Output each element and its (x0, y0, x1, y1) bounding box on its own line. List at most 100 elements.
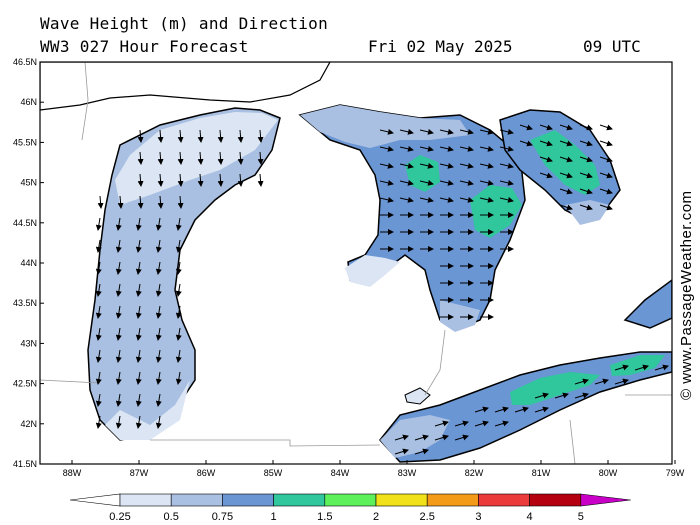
direction-arrows (95, 124, 669, 455)
wave-direction-arrow (379, 128, 394, 135)
lon-label: 80W (599, 468, 618, 478)
wave-direction-arrow (135, 371, 142, 385)
borders (40, 62, 672, 464)
lon-label: 82W (465, 468, 484, 478)
legend-swatch (119, 493, 172, 507)
wave-direction-arrow (574, 378, 589, 385)
lat-label: 45N (20, 178, 37, 188)
wave-direction-arrow (155, 239, 162, 253)
wave-direction-arrow (654, 364, 669, 371)
wave-direction-arrow (614, 378, 629, 385)
wave-direction-arrow (439, 196, 454, 203)
wave-direction-arrow (499, 145, 514, 152)
color-legend: 0.25 0.5 0.75 1 1.5 2 2.5 3 4 5 (69, 493, 631, 523)
lat-label: 42.5N (13, 379, 37, 389)
wave-direction-arrow (217, 151, 224, 165)
wave-direction-arrow (439, 162, 454, 169)
legend-label: 2 (373, 511, 379, 523)
wave-direction-arrow (115, 261, 122, 275)
credit-text: © www.PassageWeather.com (678, 190, 695, 400)
wave-direction-arrow (599, 156, 613, 163)
wave-direction-arrow (257, 151, 264, 165)
wave-direction-arrow (115, 415, 122, 429)
wave-direction-arrow (175, 305, 182, 319)
wave-direction-arrow (579, 140, 593, 147)
wave-direction-arrow (115, 239, 122, 253)
legend-arrow-high (580, 493, 631, 507)
wave-direction-arrow (135, 283, 142, 297)
wave-direction-arrow (197, 173, 204, 187)
legend-swatch (375, 493, 428, 507)
wave-direction-arrow (115, 283, 122, 297)
wave-direction-arrow (599, 204, 613, 211)
wave-direction-arrow (539, 140, 553, 147)
wave-direction-arrow (599, 188, 613, 195)
lake-st-clair (404, 387, 431, 405)
wave-direction-arrow (115, 371, 122, 385)
wave-direction-arrow (117, 195, 124, 209)
forecast-date: Fri 02 May 2025 (368, 37, 513, 56)
lat-label: 46N (20, 97, 37, 107)
wave-direction-arrow (399, 128, 414, 135)
wave-direction-arrow (95, 415, 102, 429)
wave-direction-arrow (459, 179, 474, 186)
wave-direction-arrow (559, 156, 573, 163)
wave-direction-arrow (177, 151, 184, 165)
wave-direction-arrow (494, 420, 509, 427)
lat-label: 44N (20, 258, 37, 268)
wave-direction-arrow (197, 151, 204, 165)
wave-direction-arrow (115, 393, 122, 407)
wave-direction-arrow (175, 371, 182, 385)
wave-direction-arrow (237, 151, 244, 165)
wave-direction-arrow (479, 145, 494, 152)
wave-direction-arrow (559, 172, 573, 179)
wave-direction-arrow (499, 162, 514, 169)
wave-direction-arrow (474, 406, 489, 413)
wave-direction-arrow (414, 434, 429, 441)
lat-label: 45.5N (13, 137, 37, 147)
wave-direction-arrow (454, 420, 469, 427)
wave-direction-arrow (95, 371, 102, 385)
legend-swatch (426, 493, 479, 507)
wave-direction-arrow (177, 195, 184, 209)
legend-swatch (478, 493, 530, 507)
legend-label: 0.25 (109, 511, 130, 523)
wave-direction-arrow (399, 196, 414, 203)
lat-label: 46.5N (13, 57, 37, 67)
wave-direction-arrow (137, 173, 144, 187)
wave-direction-arrow (95, 393, 102, 407)
wave-direction-arrow (379, 179, 394, 186)
wave-direction-arrow (95, 217, 102, 231)
lat-label: 43N (20, 338, 37, 348)
wave-direction-arrow (599, 172, 613, 179)
wave-direction-arrow (474, 420, 489, 427)
wave-direction-arrow (95, 349, 102, 363)
lat-label: 44.5N (13, 218, 37, 228)
wave-direction-arrow (135, 393, 142, 407)
wave-direction-arrow (197, 129, 204, 143)
wave-direction-arrow (137, 151, 144, 165)
wave-direction-arrow (155, 349, 162, 363)
wave-direction-arrow (499, 128, 514, 135)
wave-direction-arrow (394, 448, 409, 455)
wave-direction-arrow (419, 196, 434, 203)
wave-direction-arrow (439, 179, 454, 186)
wave-direction-arrow (115, 305, 122, 319)
wave-direction-arrow (494, 406, 509, 413)
wave-direction-arrow (519, 140, 533, 147)
lon-label: 88W (63, 468, 82, 478)
wave-direction-arrow (155, 393, 162, 407)
wave-direction-arrow (137, 195, 144, 209)
wave-direction-arrow (155, 217, 162, 231)
legend-label: 1 (271, 511, 277, 523)
lat-label: 43.5N (13, 298, 37, 308)
legend-swatch (324, 493, 377, 507)
wave-direction-arrow (479, 179, 494, 186)
wave-direction-arrow (634, 364, 649, 371)
legend-swatch (529, 493, 582, 507)
legend-label: 0.75 (212, 511, 233, 523)
wave-direction-arrow (599, 124, 613, 131)
legend-label: 5 (578, 511, 584, 523)
wave-direction-arrow (459, 128, 474, 135)
